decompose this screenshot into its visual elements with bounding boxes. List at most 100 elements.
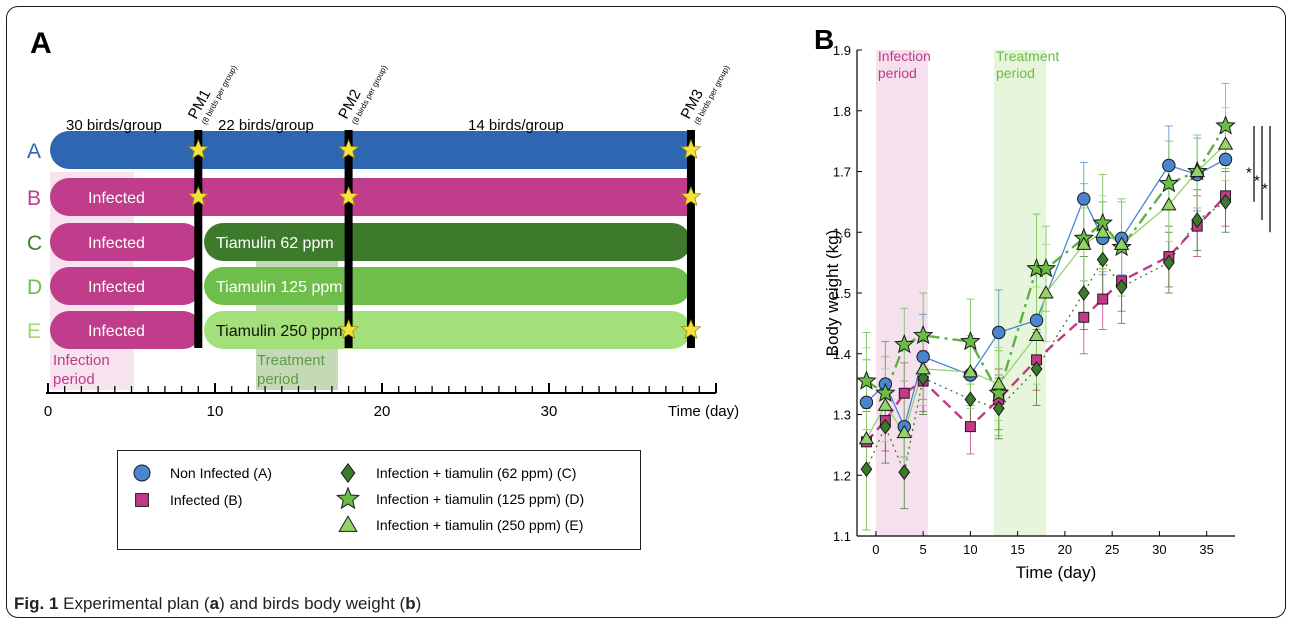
x-tick-label: 10	[963, 542, 977, 557]
data-point-star	[1158, 172, 1180, 193]
data-point-triangle	[1076, 236, 1092, 250]
pm-star-icon	[680, 318, 702, 340]
pm-label-1: PM1(8 birds per group)	[185, 63, 239, 126]
data-point-diamond	[879, 418, 892, 435]
data-point-triangle	[1095, 224, 1111, 238]
data-point-triangle	[1189, 163, 1205, 177]
pm-line-1	[194, 130, 203, 348]
row-letter-b: B	[27, 187, 41, 210]
row-infected-label: Infected	[88, 235, 145, 252]
pm-star-icon	[680, 185, 702, 207]
row-bar-b	[50, 178, 691, 216]
data-point-triangle	[1038, 285, 1054, 299]
data-point-circle	[992, 325, 1006, 340]
data-point-triangle	[858, 430, 875, 445]
data-point-circle	[1218, 152, 1233, 167]
row-treatment-label: Tiamulin 250 ppm	[216, 323, 343, 340]
pm-star-icon	[338, 318, 360, 339]
row-letter-c: C	[27, 232, 42, 255]
timeline-tick-label: 30	[541, 403, 558, 420]
legend-item: Infection + tiamulin (250 ppm) (E)	[338, 515, 583, 533]
x-tick-label: 35	[1199, 542, 1213, 557]
period-label-line1: Infection	[878, 48, 931, 64]
row-treatment-label: Tiamulin 62 ppm	[216, 235, 334, 252]
y-tick-label: 1.5	[833, 286, 851, 301]
timeline-tick-label: 20	[374, 403, 391, 420]
pm-label-2: PM2(8 birds per group)	[335, 63, 389, 126]
row-letter-d: D	[27, 276, 42, 299]
caption-a: a	[209, 594, 220, 613]
caption-text-2: ) and birds body weight (	[219, 594, 406, 613]
data-point-triangle	[1217, 136, 1234, 150]
data-point-star	[875, 382, 896, 402]
data-point-triangle	[915, 361, 931, 375]
timeline-tick-label: 10	[207, 403, 224, 420]
data-point-diamond	[860, 461, 873, 478]
data-point-triangle	[1161, 197, 1177, 211]
data-point-triangle	[877, 397, 894, 411]
pm-star-icon	[338, 185, 360, 206]
data-point-triangle	[1113, 236, 1130, 250]
group-rows: A B Infected C Infected Tiamulin 62 ppm D Infec…	[27, 131, 691, 349]
data-point-square	[1097, 293, 1109, 305]
data-point-square	[898, 387, 910, 399]
legend-item: Infection + tiamulin (62 ppm) (C)	[340, 462, 576, 484]
legend: Non Infected (A) Infected (B) Infection + …	[117, 450, 641, 550]
legend-triangle-icon	[338, 515, 358, 532]
data-point-star	[1215, 115, 1236, 135]
data-point-diamond	[992, 400, 1005, 417]
data-point-circle	[1029, 313, 1044, 328]
data-point-diamond	[1077, 285, 1090, 301]
row-infected-label: Infected	[88, 279, 145, 296]
legend-square-icon	[135, 493, 149, 507]
caption-b: b	[405, 594, 416, 613]
data-point-diamond	[1191, 212, 1204, 229]
data-point-diamond	[898, 464, 911, 481]
row-infected-label: Infected	[88, 190, 145, 207]
panel-a-label: A	[30, 27, 52, 60]
y-tick-label: 1.1	[833, 529, 851, 544]
data-point-square	[964, 421, 976, 433]
x-tick-label: 25	[1105, 542, 1119, 557]
significance-star: *	[1262, 181, 1268, 198]
legend-diamond-icon	[340, 462, 356, 484]
data-point-diamond	[964, 391, 977, 408]
legend-item: Non Infected (A)	[133, 464, 272, 482]
legend-label: Non Infected (A)	[170, 465, 272, 481]
body-weight-chart: BInfectionperiodTreatmentperiod1.11.21.3…	[814, 24, 1271, 582]
y-tick-label: 1.9	[833, 43, 851, 58]
y-tick-label: 1.6	[833, 225, 851, 240]
pm-line-2	[344, 130, 353, 348]
significance-star: *	[1246, 165, 1252, 182]
x-tick-label: 30	[1152, 542, 1166, 557]
timeline-end-label: Time (day)	[668, 403, 739, 420]
y-tick-label: 1.2	[833, 468, 851, 483]
data-point-diamond	[1115, 278, 1128, 295]
data-point-star	[894, 333, 915, 354]
data-point-diamond	[1162, 254, 1175, 271]
data-point-diamond	[1219, 193, 1232, 210]
pm-star-icon	[338, 138, 360, 159]
y-tick-label: 1.4	[833, 347, 851, 362]
pm-label-3: PM3(8 birds per group)	[677, 63, 731, 126]
data-point-square	[1078, 311, 1090, 323]
row-letter-e: E	[27, 320, 41, 343]
caption-text-3: )	[415, 594, 422, 613]
data-point-diamond	[1030, 360, 1043, 377]
pm-star-icon	[187, 138, 209, 159]
label-14-birds: 14 birds/group	[468, 117, 564, 134]
data-point-circle	[1162, 158, 1176, 173]
data-point-circle	[1077, 192, 1091, 206]
row-treatment-d	[204, 267, 691, 305]
x-tick-label: 15	[1010, 542, 1024, 557]
x-tick-label: 5	[920, 542, 927, 557]
data-point-triangle	[896, 424, 912, 439]
row-infected-label: Infected	[88, 323, 145, 340]
period-label-line2: period	[996, 65, 1035, 81]
row-bar-a	[50, 131, 691, 169]
pm-line-3	[686, 130, 695, 348]
row-infected-c	[50, 223, 202, 261]
data-point-circle	[859, 395, 874, 410]
row-letter-a: A	[27, 140, 41, 163]
